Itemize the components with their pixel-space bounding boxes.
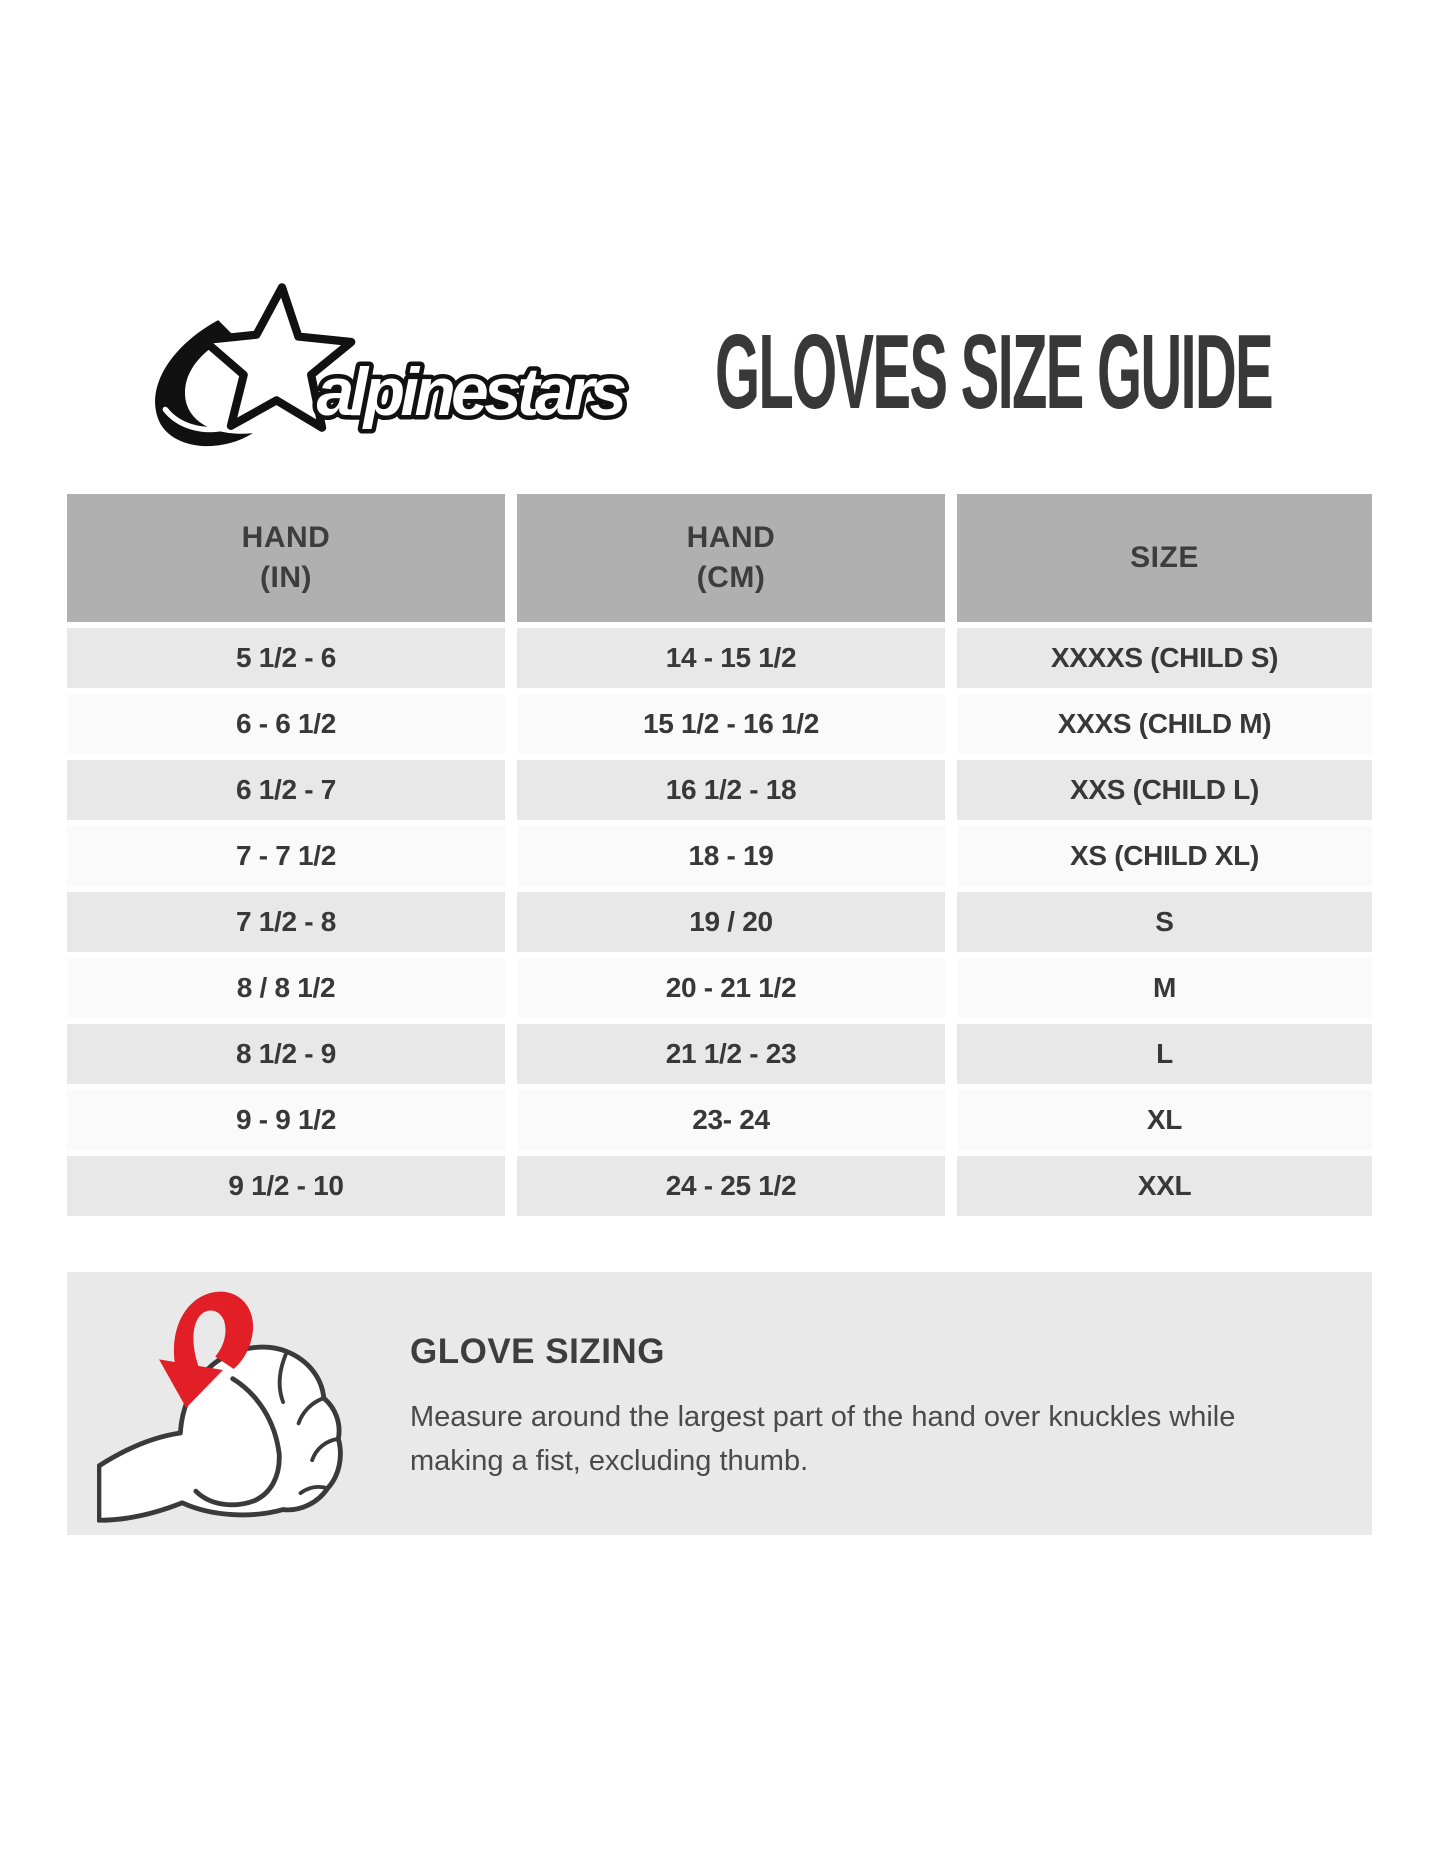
- column-header-hand-in: HAND (IN): [67, 494, 505, 622]
- cell-hand-in: 7 1/2 - 8: [67, 892, 505, 952]
- cell-size: XXXXS (CHILD S): [957, 628, 1372, 688]
- cell-hand-cm: 20 - 21 1/2: [517, 958, 945, 1018]
- column-header-line: (IN): [260, 561, 312, 594]
- cell-hand-in: 6 1/2 - 7: [67, 760, 505, 820]
- column-header-hand-cm: HAND (CM): [517, 494, 945, 622]
- glove-sizing-heading: GLOVE SIZING: [410, 1332, 665, 1371]
- cell-hand-in: 5 1/2 - 6: [67, 628, 505, 688]
- cell-hand-cm: 16 1/2 - 18: [517, 760, 945, 820]
- cell-size: S: [957, 892, 1372, 952]
- glove-sizing-instructions: Measure around the largest part of the h…: [410, 1401, 1236, 1477]
- header: alpinestars GLOVES SIZE GUIDE: [138, 275, 1388, 470]
- cell-hand-in: 8 / 8 1/2: [67, 958, 505, 1018]
- alpinestars-wordmark: alpinestars: [317, 354, 626, 429]
- page-title: GLOVES SIZE GUIDE: [715, 312, 1274, 432]
- alpinestars-star-icon: [155, 282, 356, 446]
- cell-size: L: [957, 1024, 1372, 1084]
- cell-hand-in: 8 1/2 - 9: [67, 1024, 505, 1084]
- column-header-size: SIZE: [957, 494, 1372, 622]
- cell-size: XXS (CHILD L): [957, 760, 1372, 820]
- cell-hand-cm: 19 / 20: [517, 892, 945, 952]
- cell-hand-cm: 18 - 19: [517, 826, 945, 886]
- cell-hand-in: 9 1/2 - 10: [67, 1156, 505, 1216]
- cell-hand-cm: 23- 24: [517, 1090, 945, 1150]
- cell-size: XS (CHILD XL): [957, 826, 1372, 886]
- cell-hand-in: 9 - 9 1/2: [67, 1090, 505, 1150]
- alpinestars-logo: alpinestars: [155, 282, 635, 446]
- cell-size: XL: [957, 1090, 1372, 1150]
- cell-size: M: [957, 958, 1372, 1018]
- column-header-line: (CM): [696, 561, 766, 594]
- cell-size: XXL: [957, 1156, 1372, 1216]
- cell-hand-cm: 24 - 25 1/2: [517, 1156, 945, 1216]
- cell-hand-in: 6 - 6 1/2: [67, 694, 505, 754]
- glove-sizing-panel: GLOVE SIZING Measure around the largest …: [67, 1272, 1372, 1535]
- cell-size: XXXS (CHILD M): [957, 694, 1372, 754]
- cell-hand-cm: 14 - 15 1/2: [517, 628, 945, 688]
- glove-sizing-text: GLOVE SIZING Measure around the largest …: [410, 1332, 1315, 1483]
- cell-hand-cm: 21 1/2 - 23: [517, 1024, 945, 1084]
- column-header-line: HAND: [686, 521, 776, 555]
- cell-hand-in: 7 - 7 1/2: [67, 826, 505, 886]
- cell-hand-cm: 15 1/2 - 16 1/2: [517, 694, 945, 754]
- fist-measure-icon: [97, 1291, 343, 1523]
- column-header-line: HAND: [241, 521, 331, 555]
- column-header-line: SIZE: [1130, 541, 1199, 575]
- gloves-size-table: HAND (IN) HAND (CM) SIZE 5 1/2 - 6 14 - …: [67, 494, 1372, 1216]
